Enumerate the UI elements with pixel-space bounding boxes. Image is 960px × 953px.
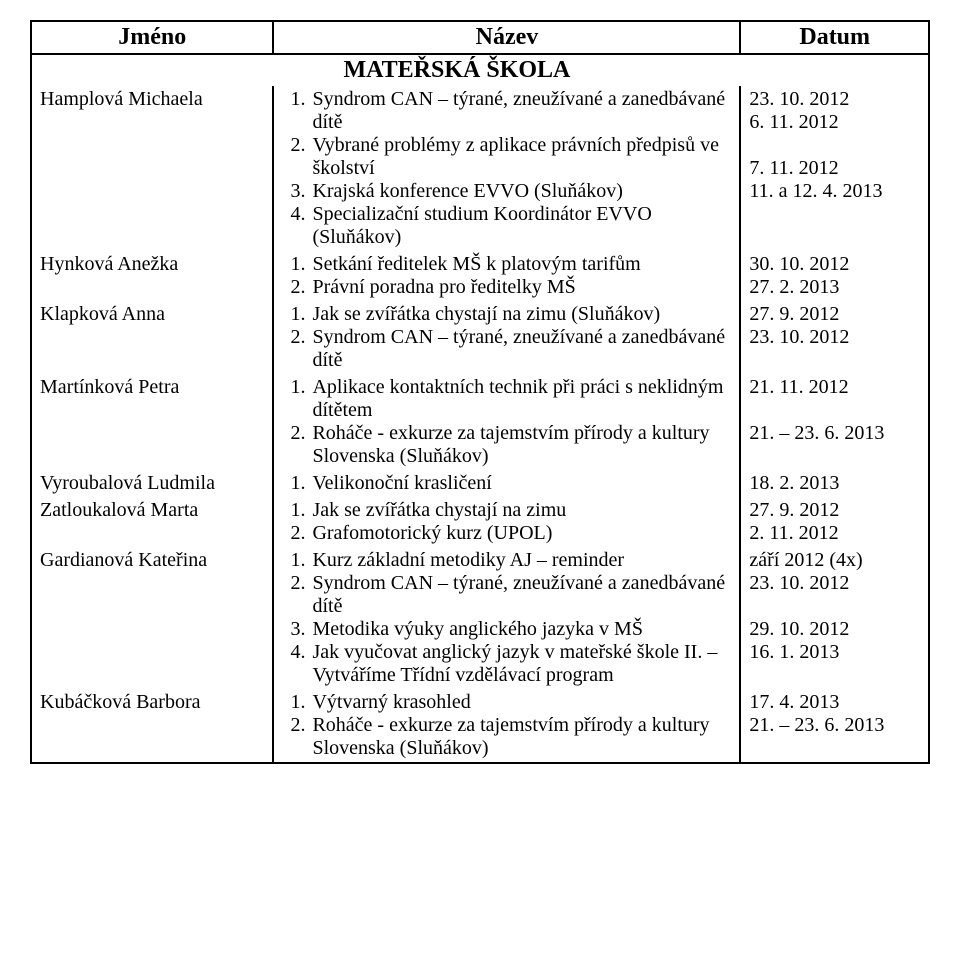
header-row: Jméno Název Datum bbox=[31, 21, 929, 54]
table-row: Gardianová KateřinaKurz základní metodik… bbox=[31, 547, 929, 689]
header-nazev: Název bbox=[273, 21, 740, 54]
row-dates: 21. 11. 2012 21. – 23. 6. 2013 bbox=[740, 374, 929, 470]
header-datum: Datum bbox=[740, 21, 929, 54]
list-item: Roháče - exkurze za tajemstvím přírody a… bbox=[310, 422, 731, 468]
list-item: Roháče - exkurze za tajemstvím přírody a… bbox=[310, 714, 731, 760]
row-items: Syndrom CAN – týrané, zneužívané a zaned… bbox=[273, 86, 740, 251]
row-name: Hamplová Michaela bbox=[31, 86, 273, 251]
table-row: Vyroubalová Ludmila Velikonoční krasličen… bbox=[31, 470, 929, 497]
item-list: Kurz základní metodiky AJ – reminderSynd… bbox=[282, 549, 731, 687]
table-row: Kubáčková BarboraVýtvarný krasohledRoháč… bbox=[31, 689, 929, 763]
row-name: Klapková Anna bbox=[31, 301, 273, 374]
row-items: Aplikace kontaktních technik při práci s… bbox=[273, 374, 740, 470]
table-row: Zatloukalová MartaJak se zvířátka chysta… bbox=[31, 497, 929, 547]
list-item: Výtvarný krasohled bbox=[310, 691, 731, 714]
list-item: Kurz základní metodiky AJ – reminder bbox=[310, 549, 731, 572]
list-item: Jak se zvířátka chystají na zimu (Sluňák… bbox=[310, 303, 731, 326]
row-name: Gardianová Kateřina bbox=[31, 547, 273, 689]
item-list: Syndrom CAN – týrané, zneužívané a zaned… bbox=[282, 88, 731, 249]
row-dates: 18. 2. 2013 bbox=[740, 470, 929, 497]
list-item: Krajská konference EVVO (Sluňákov) bbox=[310, 180, 731, 203]
date-line: 11. a 12. 4. 2013 bbox=[749, 180, 920, 203]
list-item: Metodika výuky anglického jazyka v MŠ bbox=[310, 618, 731, 641]
list-item: Grafomotorický kurz (UPOL) bbox=[310, 522, 731, 545]
item-list: Výtvarný krasohledRoháče - exkurze za ta… bbox=[282, 691, 731, 760]
table-row: Hamplová Michaela Syndrom CAN – týrané, z… bbox=[31, 86, 929, 251]
date-line: 27. 2. 2013 bbox=[749, 276, 920, 299]
main-table: Jméno Název Datum MATEŘSKÁ ŠKOLAHamplová… bbox=[30, 20, 930, 764]
date-line: září 2012 (4x) bbox=[749, 549, 920, 572]
date-line: 7. 11. 2012 bbox=[749, 157, 920, 180]
row-name: Hynková Anežka bbox=[31, 251, 273, 301]
date-line: 29. 10. 2012 bbox=[749, 618, 920, 641]
header-jmeno: Jméno bbox=[31, 21, 273, 54]
date-line: 6. 11. 2012 bbox=[749, 111, 920, 134]
list-item: Specializační studium Koordinátor EVVO (… bbox=[310, 203, 731, 249]
row-items: Jak se zvířátka chystají na zimu (Sluňák… bbox=[273, 301, 740, 374]
row-items: Jak se zvířátka chystají na zimuGrafomot… bbox=[273, 497, 740, 547]
list-item: Jak vyučovat anglický jazyk v mateřské š… bbox=[310, 641, 731, 687]
row-dates: září 2012 (4x)23. 10. 2012 29. 10. 20121… bbox=[740, 547, 929, 689]
section-spacer-right bbox=[740, 54, 929, 86]
date-line: 18. 2. 2013 bbox=[749, 472, 920, 495]
row-dates: 27. 9. 201223. 10. 2012 bbox=[740, 301, 929, 374]
row-dates: 23. 10. 20126. 11. 2012 7. 11. 201211. a… bbox=[740, 86, 929, 251]
date-line: 2. 11. 2012 bbox=[749, 522, 920, 545]
date-line: 21. – 23. 6. 2013 bbox=[749, 714, 920, 737]
date-line bbox=[749, 134, 920, 157]
date-line: 30. 10. 2012 bbox=[749, 253, 920, 276]
date-line bbox=[749, 399, 920, 422]
list-item: Vybrané problémy z aplikace právních pře… bbox=[310, 134, 731, 180]
row-dates: 17. 4. 201321. – 23. 6. 2013 bbox=[740, 689, 929, 763]
row-name: Martínková Petra bbox=[31, 374, 273, 470]
list-item: Syndrom CAN – týrané, zneužívané a zaned… bbox=[310, 88, 731, 134]
section-spacer-left bbox=[31, 54, 273, 86]
list-item: Syndrom CAN – týrané, zneužívané a zaned… bbox=[310, 572, 731, 618]
table-row: Hynková AnežkaSetkání ředitelek MŠ k pla… bbox=[31, 251, 929, 301]
date-line bbox=[749, 595, 920, 618]
date-line: 21. – 23. 6. 2013 bbox=[749, 422, 920, 445]
date-line: 16. 1. 2013 bbox=[749, 641, 920, 664]
row-name: Kubáčková Barbora bbox=[31, 689, 273, 763]
date-line: 27. 9. 2012 bbox=[749, 303, 920, 326]
list-item: Aplikace kontaktních technik při práci s… bbox=[310, 376, 731, 422]
item-list: Jak se zvířátka chystají na zimuGrafomot… bbox=[282, 499, 731, 545]
date-line: 23. 10. 2012 bbox=[749, 572, 920, 595]
section-title: MATEŘSKÁ ŠKOLA bbox=[273, 54, 740, 86]
date-line: 17. 4. 2013 bbox=[749, 691, 920, 714]
list-item: Syndrom CAN – týrané, zneužívané a zaned… bbox=[310, 326, 731, 372]
item-list: Jak se zvířátka chystají na zimu (Sluňák… bbox=[282, 303, 731, 372]
list-item: Setkání ředitelek MŠ k platovým tarifům bbox=[310, 253, 731, 276]
table-row: Martínková Petra Aplikace kontaktních tec… bbox=[31, 374, 929, 470]
list-item: Jak se zvířátka chystají na zimu bbox=[310, 499, 731, 522]
item-list: Aplikace kontaktních technik při práci s… bbox=[282, 376, 731, 468]
row-items: Výtvarný krasohledRoháče - exkurze za ta… bbox=[273, 689, 740, 763]
row-items: Setkání ředitelek MŠ k platovým tarifůmP… bbox=[273, 251, 740, 301]
list-item: Velikonoční krasličení bbox=[310, 472, 731, 495]
item-list: Setkání ředitelek MŠ k platovým tarifůmP… bbox=[282, 253, 731, 299]
list-item: Právní poradna pro ředitelky MŠ bbox=[310, 276, 731, 299]
date-line: 27. 9. 2012 bbox=[749, 499, 920, 522]
date-line: 23. 10. 2012 bbox=[749, 88, 920, 111]
item-list: Velikonoční krasličení bbox=[282, 472, 731, 495]
date-line: 21. 11. 2012 bbox=[749, 376, 920, 399]
section-title-row: MATEŘSKÁ ŠKOLA bbox=[31, 54, 929, 86]
row-items: Velikonoční krasličení bbox=[273, 470, 740, 497]
row-dates: 30. 10. 201227. 2. 2013 bbox=[740, 251, 929, 301]
table-row: Klapková Anna Jak se zvířátka chystají na… bbox=[31, 301, 929, 374]
row-items: Kurz základní metodiky AJ – reminderSynd… bbox=[273, 547, 740, 689]
row-name: Zatloukalová Marta bbox=[31, 497, 273, 547]
date-line: 23. 10. 2012 bbox=[749, 326, 920, 349]
row-name: Vyroubalová Ludmila bbox=[31, 470, 273, 497]
row-dates: 27. 9. 20122. 11. 2012 bbox=[740, 497, 929, 547]
